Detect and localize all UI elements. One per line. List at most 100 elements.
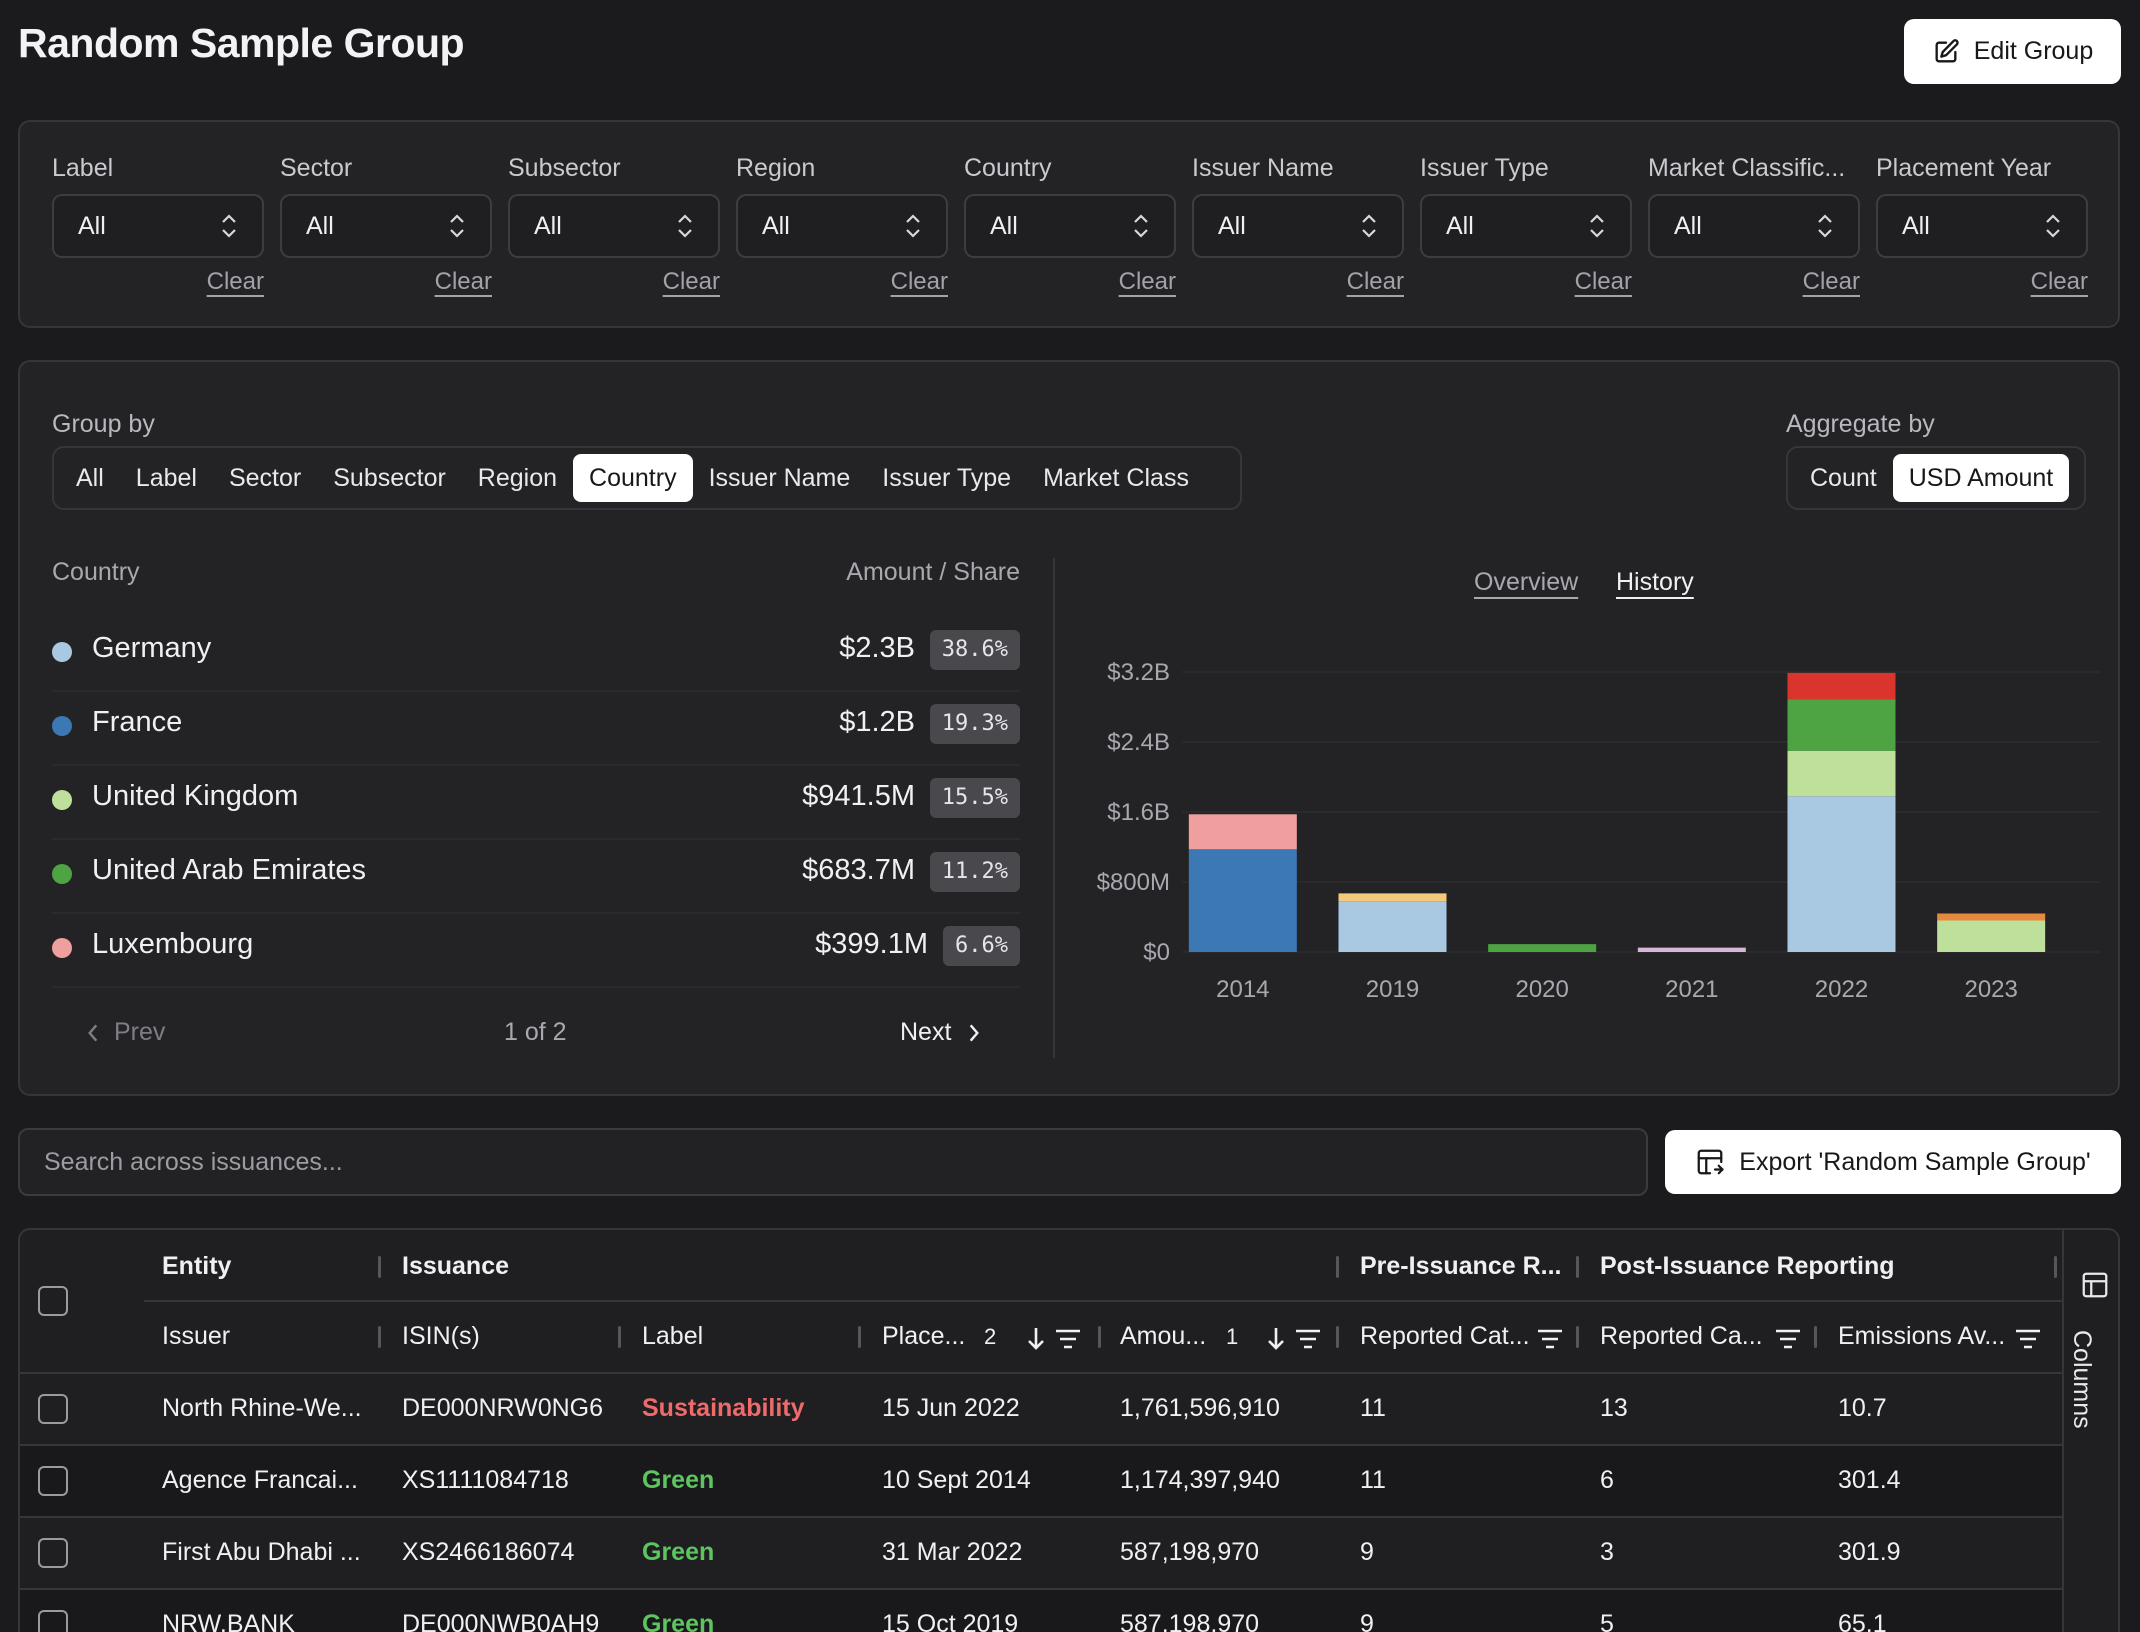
bar-segment[interactable] bbox=[1937, 913, 2046, 921]
row-checkbox[interactable] bbox=[38, 1394, 68, 1424]
filter-clear-button[interactable]: Clear bbox=[890, 268, 948, 295]
table-row[interactable]: North Rhine-We... DE000NRW0NG6 Sustainabil… bbox=[20, 1374, 2062, 1446]
filter-select[interactable]: All bbox=[1420, 194, 1632, 258]
filter-select[interactable]: All bbox=[1192, 194, 1404, 258]
filter-icon[interactable] bbox=[2014, 1328, 2042, 1350]
groupSeg-option[interactable]: Subsector bbox=[333, 464, 446, 492]
bar-segment[interactable] bbox=[1338, 893, 1447, 902]
groupSeg-option[interactable]: Country bbox=[573, 454, 693, 502]
bar-segment[interactable] bbox=[1338, 901, 1447, 952]
col-resize-handle[interactable] bbox=[2054, 1256, 2057, 1278]
filter-clear-button[interactable]: Clear bbox=[1574, 268, 1632, 295]
tab-overview[interactable]: Overview bbox=[1474, 568, 1579, 596]
col-isin[interactable]: ISIN(s) bbox=[402, 1322, 480, 1350]
cell-post: 5 bbox=[1600, 1610, 1614, 1632]
select-all-checkbox[interactable] bbox=[38, 1286, 68, 1316]
col-resize-handle[interactable] bbox=[1336, 1256, 1339, 1278]
bar-segment[interactable] bbox=[1787, 699, 1896, 751]
breakdown-row[interactable]: United Kingdom $941.5M 15.5% bbox=[52, 766, 1020, 840]
filter-value: All bbox=[1218, 211, 1246, 240]
col-resize-handle[interactable] bbox=[1576, 1256, 1579, 1278]
edit-group-button[interactable]: Edit Group bbox=[1904, 19, 2121, 84]
bar-segment[interactable] bbox=[1637, 947, 1746, 952]
groupSeg-option[interactable]: Issuer Type bbox=[882, 464, 1012, 492]
col-resize-handle[interactable] bbox=[618, 1326, 621, 1348]
aggSeg-option[interactable]: USD Amount bbox=[1892, 454, 2070, 502]
bar-segment[interactable] bbox=[1488, 944, 1597, 952]
bar-segment[interactable] bbox=[1188, 849, 1297, 952]
filter-select[interactable]: All bbox=[736, 194, 948, 258]
breakdown-row[interactable]: United Arab Emirates $683.7M 11.2% bbox=[52, 840, 1020, 914]
row-checkbox[interactable] bbox=[38, 1610, 68, 1632]
bar-segment[interactable] bbox=[1188, 814, 1297, 850]
cell-issuer: First Abu Dhabi ... bbox=[162, 1538, 361, 1566]
columns-side-panel[interactable]: Columns bbox=[2062, 1230, 2118, 1632]
row-checkbox[interactable] bbox=[38, 1538, 68, 1568]
prev-button[interactable]: Prev bbox=[84, 1018, 165, 1047]
breakdown-row[interactable]: France $1.2B 19.3% bbox=[52, 692, 1020, 766]
col-reported-categories[interactable]: Reported Cat... bbox=[1360, 1322, 1530, 1350]
col-resize-handle[interactable] bbox=[1098, 1326, 1101, 1348]
legend-dot bbox=[52, 790, 72, 810]
filter-clear-button[interactable]: Clear bbox=[434, 268, 492, 295]
col-resize-handle[interactable] bbox=[1336, 1326, 1339, 1348]
col-amount[interactable]: Amou... bbox=[1120, 1322, 1207, 1350]
cell-issuer: Agence Francai... bbox=[162, 1466, 358, 1494]
filter-label: Issuer Name bbox=[1192, 154, 1334, 182]
col-resize-handle[interactable] bbox=[1814, 1326, 1817, 1348]
search-input[interactable]: Search across issuances... bbox=[18, 1128, 1648, 1196]
filter-icon[interactable] bbox=[1774, 1328, 1802, 1350]
filter-select[interactable]: All bbox=[280, 194, 492, 258]
edit-icon bbox=[1935, 38, 1959, 62]
filter-clear-button[interactable]: Clear bbox=[2030, 268, 2088, 295]
table-row[interactable]: Agence Francai... XS1111084718 Green 10 Sep… bbox=[20, 1446, 2062, 1518]
groupSeg-option[interactable]: Market Class bbox=[1043, 464, 1189, 492]
col-label[interactable]: Label bbox=[642, 1322, 704, 1350]
col-issuer[interactable]: Issuer bbox=[162, 1322, 231, 1350]
cell-post: 13 bbox=[1600, 1394, 1628, 1422]
sort-desc-filter-icon[interactable] bbox=[1266, 1326, 1324, 1352]
bar-segment[interactable] bbox=[1937, 920, 2046, 953]
groupSeg-option[interactable]: Sector bbox=[228, 464, 302, 492]
filter-clear-button[interactable]: Clear bbox=[662, 268, 720, 295]
page-indicator: 1 of 2 bbox=[504, 1018, 567, 1046]
tab-history[interactable]: History bbox=[1616, 568, 1694, 596]
col-resize-handle[interactable] bbox=[378, 1326, 381, 1348]
row-checkbox[interactable] bbox=[38, 1466, 68, 1496]
export-button[interactable]: Export 'Random Sample Group' bbox=[1665, 1130, 2121, 1194]
table-row[interactable]: First Abu Dhabi ... XS2466186074 Green 31 M… bbox=[20, 1518, 2062, 1590]
filter-icon[interactable] bbox=[1536, 1328, 1564, 1350]
bar-segment[interactable] bbox=[1787, 796, 1896, 952]
groupSeg-option[interactable]: Issuer Name bbox=[708, 464, 851, 492]
filter-clear-button[interactable]: Clear bbox=[1118, 268, 1176, 295]
col-resize-handle[interactable] bbox=[858, 1326, 861, 1348]
filter-select[interactable]: All bbox=[1648, 194, 1860, 258]
filter-clear-button[interactable]: Clear bbox=[1346, 268, 1404, 295]
bar-segment[interactable] bbox=[1787, 750, 1896, 797]
filter-select[interactable]: All bbox=[508, 194, 720, 258]
col-resize-handle[interactable] bbox=[378, 1256, 381, 1278]
breakdown-row[interactable]: Germany $2.3B 38.6% bbox=[52, 618, 1020, 692]
country-amount: $1.2B bbox=[839, 706, 915, 738]
sort-desc-filter-icon[interactable] bbox=[1026, 1326, 1084, 1352]
breakdown-row[interactable]: Luxembourg $399.1M 6.6% bbox=[52, 914, 1020, 988]
sort-order-badge: 2 bbox=[984, 1324, 997, 1349]
filter-select[interactable]: All bbox=[964, 194, 1176, 258]
bar-segment[interactable] bbox=[1787, 672, 1896, 700]
groupSeg-option[interactable]: All bbox=[76, 464, 104, 492]
filter-select[interactable]: All bbox=[52, 194, 264, 258]
groupSeg-option[interactable]: Region bbox=[477, 464, 558, 492]
col-placement[interactable]: Place... bbox=[882, 1322, 966, 1350]
group-entity: Entity bbox=[162, 1252, 232, 1280]
aggSeg-option[interactable]: Count bbox=[1810, 464, 1877, 492]
cell-placed: 15 Oct 2019 bbox=[882, 1610, 1019, 1632]
filter-clear-button[interactable]: Clear bbox=[1802, 268, 1860, 295]
next-button[interactable]: Next bbox=[900, 1018, 983, 1047]
filter-select[interactable]: All bbox=[1876, 194, 2088, 258]
filter-clear-button[interactable]: Clear bbox=[206, 268, 264, 295]
table-row[interactable]: NRW.BANK DE000NWB0AH9 Green 15 Oct 2019 587,… bbox=[20, 1590, 2062, 1632]
col-emissions-avoided[interactable]: Emissions Av... bbox=[1838, 1322, 2006, 1350]
groupSeg-option[interactable]: Label bbox=[135, 464, 197, 492]
col-reported-categories-post[interactable]: Reported Ca... bbox=[1600, 1322, 1763, 1350]
col-resize-handle[interactable] bbox=[1576, 1326, 1579, 1348]
